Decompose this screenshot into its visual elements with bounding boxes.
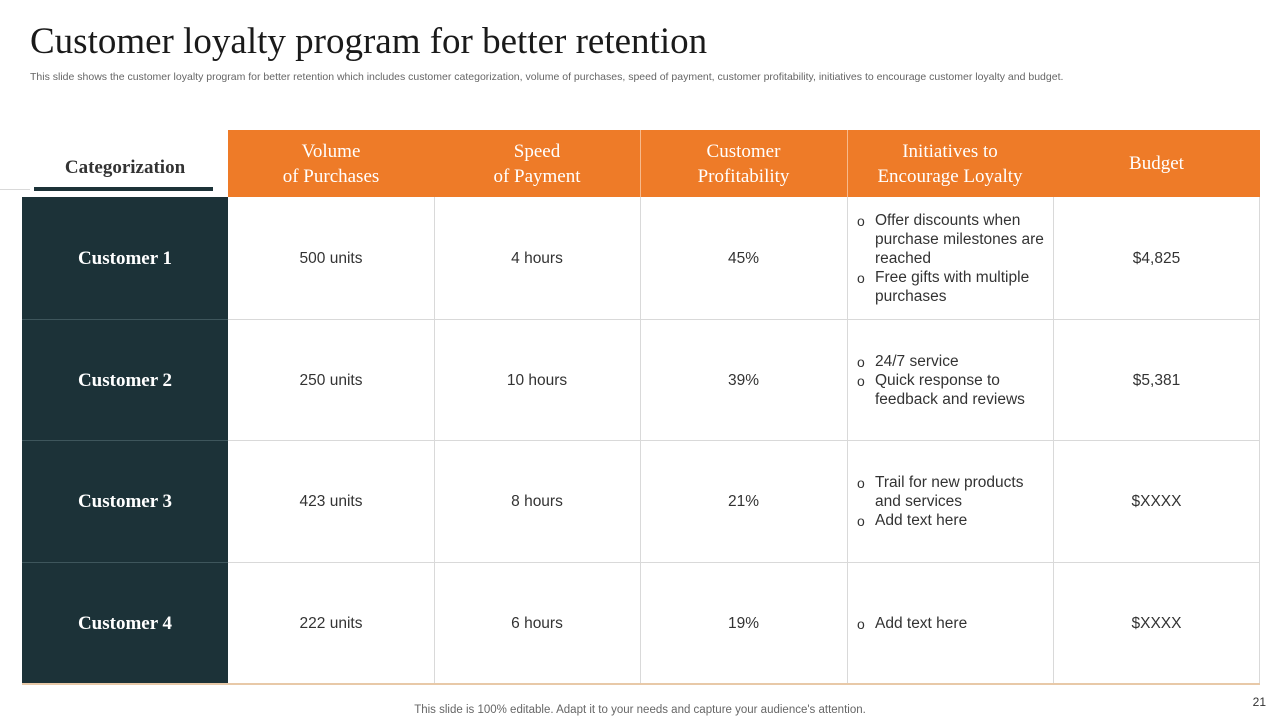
- footer-note: This slide is 100% editable. Adapt it to…: [414, 704, 866, 716]
- bullet-icon: o: [857, 475, 865, 491]
- volume-cell: 222 units: [299, 614, 363, 632]
- row-divider: [22, 440, 1260, 441]
- volume-cell: 423 units: [299, 492, 363, 510]
- profitability-cell: 39%: [727, 371, 760, 389]
- page-title: Customer loyalty program for better rete…: [30, 21, 708, 62]
- header-divider: [640, 130, 641, 197]
- initiatives-cell: o Trail for new products and services o Ad…: [847, 441, 1053, 562]
- row-divider: [22, 319, 1260, 320]
- bullet-icon: o: [857, 616, 865, 632]
- initiatives-cell: o 24/7 service o Quick response to feedbac…: [847, 320, 1053, 441]
- profitability-cell: 21%: [727, 492, 760, 510]
- volume-cell: 250 units: [299, 371, 363, 389]
- header-divider: [847, 130, 848, 197]
- initiative-item: o Free gifts with multiple purchases: [857, 269, 1030, 305]
- speed-cell: 8 hours: [511, 492, 563, 510]
- header-profitability: Customer Profitability: [697, 140, 790, 187]
- bullet-icon: o: [857, 213, 865, 229]
- page-number: 21: [1252, 695, 1266, 709]
- bullet-icon: o: [857, 270, 865, 286]
- initiative-item: o Offer discounts when purchase milestone…: [857, 212, 1044, 267]
- budget-cell: $4,825: [1132, 249, 1181, 267]
- initiative-item: o Add text here: [857, 512, 968, 529]
- budget-cell: $5,381: [1132, 371, 1181, 389]
- table-bottom-border: [22, 683, 1260, 685]
- initiatives-cell: o Offer discounts when purchase milestone…: [847, 198, 1053, 319]
- customer-2-label: Customer 2: [77, 369, 173, 391]
- categorization-underline: [34, 187, 213, 191]
- initiatives-cell: o Add text here: [847, 563, 1053, 684]
- initiative-item: o Add text here: [857, 615, 968, 632]
- initiative-item: o 24/7 service: [857, 353, 959, 370]
- initiative-item: o Trail for new products and services: [857, 474, 1024, 510]
- customer-4-label: Customer 4: [77, 612, 173, 634]
- divider: [0, 189, 30, 190]
- profitability-cell: 45%: [727, 249, 760, 267]
- row-divider: [22, 319, 228, 320]
- row-divider: [22, 440, 228, 441]
- header-budget: Budget: [1129, 153, 1184, 174]
- page-subtitle: This slide shows the customer loyalty pr…: [30, 71, 1064, 83]
- header-volume: Volume of Purchases: [282, 140, 380, 187]
- bullet-icon: o: [857, 373, 865, 389]
- bullet-icon: o: [857, 354, 865, 370]
- speed-cell: 6 hours: [511, 614, 563, 632]
- speed-cell: 4 hours: [511, 249, 563, 267]
- bullet-icon: o: [857, 513, 865, 529]
- categorization-header: Categorization: [64, 157, 186, 178]
- budget-cell: $XXXX: [1131, 492, 1182, 510]
- speed-cell: 10 hours: [506, 371, 568, 389]
- table-header-band: [228, 130, 1260, 197]
- header-speed: Speed of Payment: [493, 140, 581, 187]
- row-divider: [22, 562, 1260, 563]
- budget-cell: $XXXX: [1131, 614, 1182, 632]
- profitability-cell: 19%: [727, 614, 760, 632]
- initiative-item: o Quick response to feedback and reviews: [857, 372, 1025, 408]
- customer-1-label: Customer 1: [77, 247, 173, 269]
- header-initiatives: Initiatives to Encourage Loyalty: [877, 140, 1023, 187]
- customer-3-label: Customer 3: [77, 490, 173, 512]
- volume-cell: 500 units: [299, 249, 363, 267]
- row-divider: [22, 562, 228, 563]
